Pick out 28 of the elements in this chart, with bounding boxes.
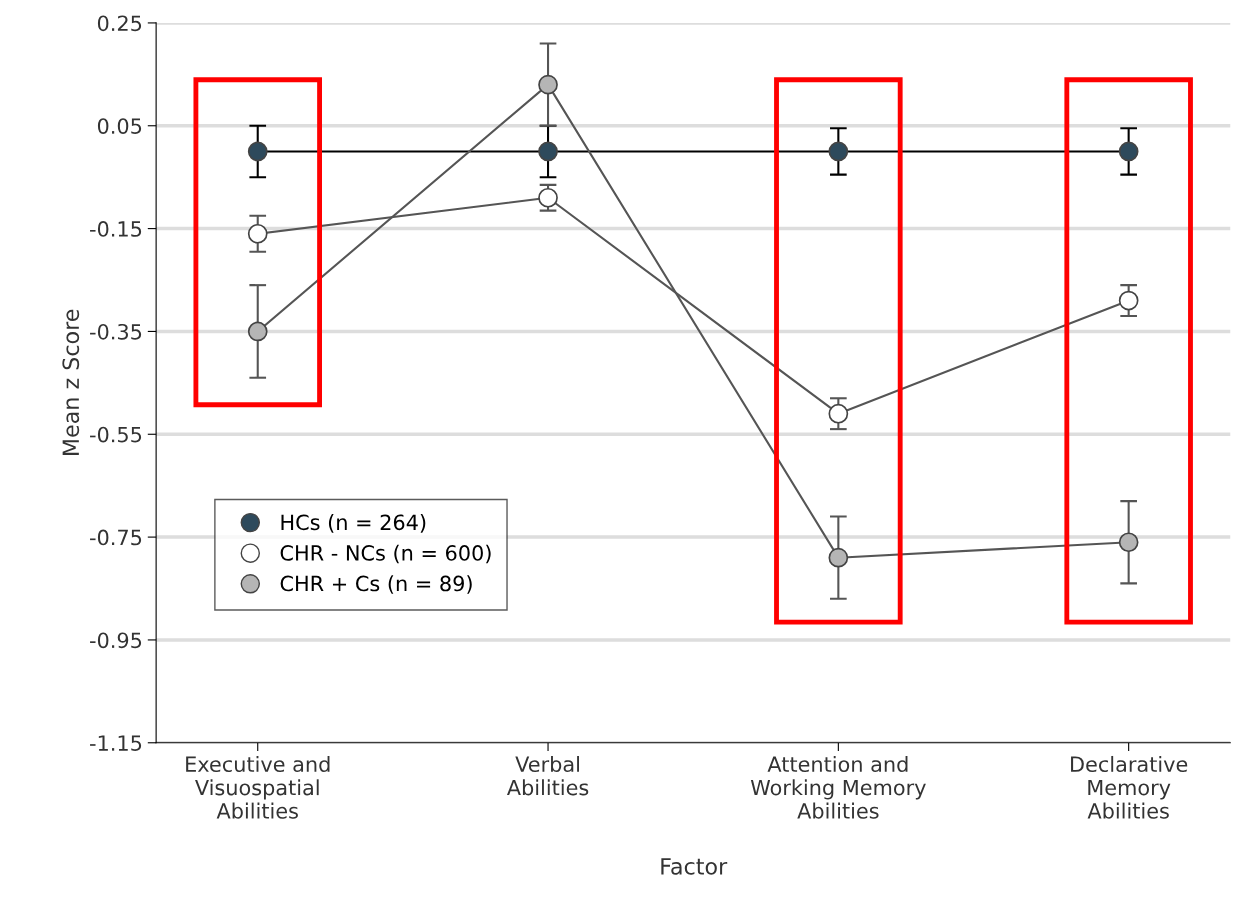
point bbox=[247, 141, 268, 162]
y-tick-label: -0.75 bbox=[90, 529, 142, 546]
y-tick-label: -1.15 bbox=[90, 735, 142, 751]
y-tick-label: 0.25 bbox=[97, 15, 142, 32]
y-tick-label: -0.55 bbox=[90, 426, 142, 443]
point bbox=[828, 403, 849, 424]
legend-label: CHR - NCs (n = 600) bbox=[280, 544, 491, 564]
y-tick-label: -0.35 bbox=[90, 323, 142, 340]
x-tick-label: Executive and Visuospatial Abilities bbox=[186, 755, 330, 819]
x-tick-label: Declarative Memory Abilities bbox=[1071, 755, 1188, 819]
x-tick-label: Attention and Working Memory Abilities bbox=[750, 755, 926, 819]
point bbox=[247, 223, 268, 244]
legend-label: CHR + Cs (n = 89) bbox=[280, 575, 472, 594]
point bbox=[1118, 532, 1139, 553]
point bbox=[538, 74, 558, 95]
y-tick-label: 0.05 bbox=[97, 118, 142, 134]
x-tick-label: Verbal Abilities bbox=[506, 755, 589, 796]
point bbox=[1118, 141, 1139, 162]
y-axis-title: Mean z Score bbox=[62, 309, 80, 455]
point bbox=[828, 141, 849, 162]
legend-label: HCs (n = 264) bbox=[281, 514, 426, 533]
point bbox=[247, 321, 268, 342]
y-tick-label: -0.15 bbox=[90, 221, 142, 237]
x-axis-title: Factor bbox=[661, 858, 728, 875]
point bbox=[1118, 290, 1139, 311]
y-tick-label: -0.95 bbox=[90, 632, 142, 649]
point bbox=[538, 141, 558, 162]
point bbox=[828, 547, 849, 568]
